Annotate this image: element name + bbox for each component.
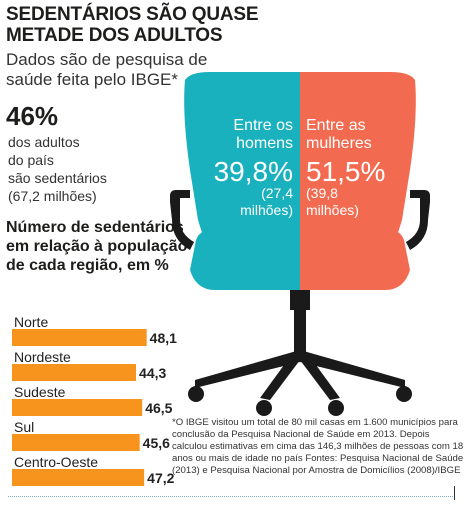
bottom-corner-tick: [454, 486, 455, 500]
bar-sudeste: [12, 399, 143, 416]
page-subtitle: Dados são de pesquisa de saúde feita pel…: [6, 50, 208, 89]
footnote: *O IBGE visitou um total de 80 mil casas…: [172, 417, 464, 476]
men-percent: 39,8%: [214, 156, 293, 187]
bar-norte: [12, 329, 147, 346]
adults-desc-line-2: do país: [8, 152, 54, 168]
women-label-line-2: mulheres: [306, 135, 372, 152]
chair-wheel-front-left: [256, 400, 272, 416]
men-label-line-2: homens: [236, 135, 293, 152]
bar-category-label: Sul: [14, 419, 34, 435]
chair-seat-women: [300, 228, 410, 290]
women-percent: 51,5%: [306, 156, 385, 187]
chair-wheel-left: [188, 386, 204, 402]
bar-sul: [12, 434, 140, 451]
women-count-line-1: (39,8: [306, 185, 338, 201]
adults-desc-line-3: são sedentários: [8, 170, 107, 186]
bar-centro-oeste: [12, 469, 145, 486]
bar-value-label: 45,6: [143, 435, 170, 451]
adults-desc-line-1: dos adultos: [8, 134, 80, 150]
chair-post-top: [290, 290, 310, 310]
chart-title: Número de sedentários em relação à popul…: [6, 219, 188, 274]
chair-wheel-front-right: [328, 400, 344, 416]
bar-category-label: Centro-Oeste: [14, 454, 98, 470]
bar-category-label: Sudeste: [14, 384, 66, 400]
office-chair-illustration: Entre os homens 39,8% (27,4 milhões) Ent…: [170, 72, 430, 416]
men-count-line-2: milhões): [240, 202, 293, 218]
bar-value-label: 47,2: [147, 470, 174, 486]
women-count-line-2: milhões): [306, 202, 359, 218]
men-label-line-1: Entre os: [233, 117, 293, 134]
chair-wheel-right: [396, 386, 412, 402]
bottom-divider: [8, 496, 455, 497]
chair-seat-men: [190, 228, 300, 290]
men-count-line-1: (27,4: [261, 185, 293, 201]
bar-category-label: Norte: [14, 314, 48, 330]
bar-nordeste: [12, 364, 137, 381]
adults-desc-line-4: (67,2 milhões): [8, 188, 97, 204]
chair-post: [294, 308, 306, 354]
page-title: SEDENTÁRIOS SÃO QUASE METADE DOS ADULTOS: [6, 4, 259, 46]
chair-armrest-left: [170, 190, 194, 250]
chair-back-women: [300, 72, 416, 275]
adults-sedentary-percent: 46%: [6, 101, 59, 131]
chair-back-men: [184, 72, 300, 275]
bar-category-label: Nordeste: [14, 349, 71, 365]
chair-base: [195, 350, 405, 400]
chair-armrest-right: [406, 190, 430, 250]
women-label-line-1: Entre as: [306, 117, 366, 134]
adults-sedentary-description: dos adultos do país são sedentários (67,…: [8, 133, 168, 205]
